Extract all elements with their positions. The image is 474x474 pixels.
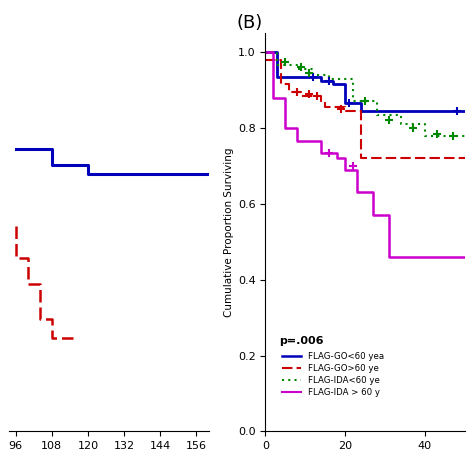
Y-axis label: Cumulative Proportion Surviving: Cumulative Proportion Surviving: [224, 147, 234, 317]
Legend: FLAG-GO<60 yea, FLAG-GO>60 ye, FLAG-IDA<60 ye, FLAG-IDA > 60 y: FLAG-GO<60 yea, FLAG-GO>60 ye, FLAG-IDA<…: [280, 349, 387, 399]
Text: (B): (B): [237, 14, 263, 32]
Text: p=.006: p=.006: [279, 336, 324, 346]
